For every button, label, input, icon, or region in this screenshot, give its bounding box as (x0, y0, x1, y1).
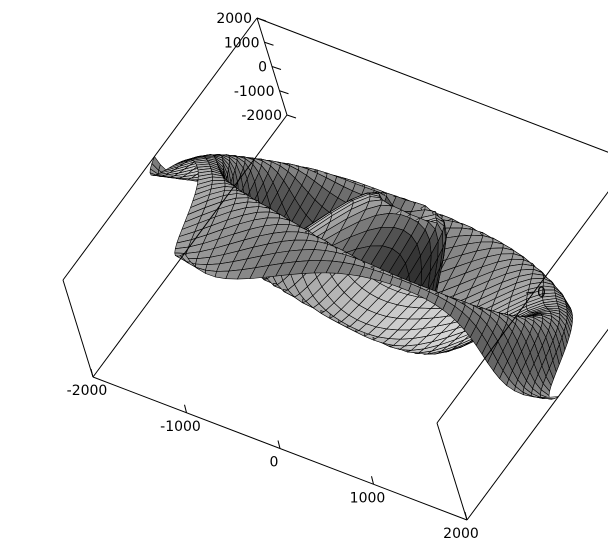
y-tick-label: -1000 (234, 84, 275, 100)
surface-facet (205, 269, 217, 278)
y-tick-label: -2000 (241, 108, 282, 124)
surface-facet (449, 221, 464, 229)
tick-mark (464, 511, 468, 521)
surface-mesh (149, 154, 573, 400)
tick-mark (525, 291, 535, 294)
z-tick-label: 0 (537, 285, 546, 301)
y-tick-label: 0 (258, 60, 267, 76)
box-edge (436, 422, 468, 521)
box-edge (256, 17, 608, 153)
tick-mark (371, 476, 374, 485)
tick-mark (277, 440, 281, 449)
axis-ticks: -2000 -1000 0 1000 2000 -2000 -1000 0 1000 2000 0 (67, 11, 546, 539)
surface-facet (480, 235, 494, 243)
tick-mark (90, 368, 94, 378)
box-edge (466, 328, 608, 521)
tick-mark (279, 90, 289, 95)
tick-mark (264, 41, 274, 46)
x-tick-label: 2000 (443, 526, 479, 539)
y-tick-label: 2000 (216, 11, 252, 27)
tick-mark (184, 404, 187, 413)
x-tick-label: -1000 (160, 419, 201, 435)
x-tick-label: 1000 (350, 490, 386, 506)
box-edge (62, 17, 258, 281)
surface-facet (542, 396, 559, 400)
tick-mark (256, 17, 267, 22)
x-tick-label: -2000 (67, 383, 108, 399)
box-edge (62, 279, 94, 378)
y-tick-label: 1000 (224, 35, 260, 51)
tick-mark (286, 114, 297, 119)
box-edge (92, 114, 288, 378)
x-tick-label: 0 (270, 455, 279, 471)
tick-mark (271, 66, 282, 70)
